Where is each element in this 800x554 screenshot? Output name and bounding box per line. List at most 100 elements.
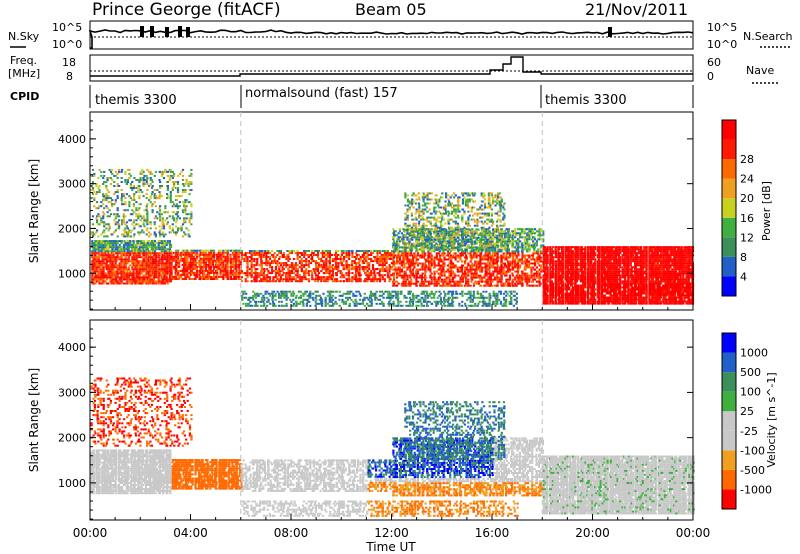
heatmap-cell [307, 264, 310, 267]
heatmap-cell [281, 268, 284, 271]
heatmap-cell [489, 282, 492, 285]
heatmap-cell [559, 282, 562, 285]
heatmap-cell [545, 284, 548, 287]
heatmap-cell [204, 255, 207, 258]
heatmap-cell [358, 260, 361, 263]
heatmap-cell [561, 254, 564, 257]
heatmap-cell [170, 278, 173, 280]
heatmap-cell [182, 265, 186, 268]
heatmap-cell [400, 268, 403, 271]
heatmap-cell [406, 268, 409, 271]
heatmap-cell [116, 280, 119, 283]
heatmap-cell [263, 250, 266, 252]
heatmap-cell [123, 254, 126, 257]
heatmap-cell [107, 260, 110, 263]
heatmap-cell [403, 264, 406, 267]
heatmap-cell [160, 252, 163, 255]
heatmap-cell [145, 256, 148, 259]
heatmap-cell [169, 250, 173, 253]
heatmap-cell [195, 253, 199, 256]
heatmap-cell [320, 260, 323, 263]
heatmap-cell [428, 268, 431, 271]
heatmap-cell [506, 240, 510, 243]
heatmap-cell [450, 234, 453, 237]
heatmap-cell [91, 256, 94, 259]
heatmap-cell [105, 250, 108, 253]
heatmap-cell [216, 257, 219, 260]
heatmap-cell [515, 270, 518, 273]
heatmap-cell [186, 267, 189, 270]
heatmap-cell [253, 250, 256, 252]
heatmap-cell [531, 246, 535, 249]
heatmap-cell [558, 256, 561, 259]
heatmap-cell [415, 268, 418, 271]
heatmap-cell [475, 280, 478, 283]
heatmap-cell [406, 278, 409, 281]
heatmap-cell [95, 280, 98, 283]
heatmap-cell [94, 240, 97, 243]
heatmap-cell [474, 280, 477, 283]
heatmap-cell [233, 263, 236, 266]
heatmap-cell [294, 270, 297, 273]
heatmap-cell [485, 252, 488, 255]
heatmap-cell [537, 248, 540, 251]
heatmap-cell [398, 272, 401, 275]
heatmap-cell [134, 256, 137, 259]
heatmap-cell [105, 266, 108, 269]
heatmap-cell [366, 252, 369, 254]
heatmap-cell [552, 300, 555, 303]
heatmap-cell [120, 240, 123, 243]
heatmap-cell [102, 252, 105, 255]
heatmap-cell [124, 252, 127, 255]
heatmap-cell [278, 256, 281, 258]
heatmap-cell [206, 249, 210, 252]
heatmap-cell [396, 242, 399, 245]
heatmap-cell [531, 232, 535, 235]
heatmap-cell [549, 300, 552, 303]
heatmap-cell [134, 254, 137, 257]
heatmap-cell [519, 234, 522, 237]
heatmap-cell [366, 264, 369, 267]
heatmap-cell [129, 274, 132, 277]
heatmap-cell [287, 254, 290, 256]
heatmap-cell [545, 282, 548, 285]
heatmap-cell [393, 264, 396, 267]
heatmap-cell [381, 256, 384, 258]
heatmap-cell [396, 238, 399, 241]
heatmap-cell [465, 246, 468, 249]
heatmap-cell [428, 246, 431, 249]
heatmap-cell [94, 248, 97, 251]
heatmap-cell [331, 264, 334, 267]
heatmap-cell [394, 270, 397, 273]
heatmap-cell [138, 246, 141, 249]
heatmap-cell [565, 278, 568, 281]
heatmap-cell [530, 280, 533, 283]
heatmap-cell [161, 268, 164, 271]
heatmap-cell [524, 276, 527, 279]
heatmap-cell [279, 278, 282, 281]
heatmap-cell [124, 276, 127, 279]
heatmap-cell [374, 276, 377, 279]
heatmap-cell [561, 286, 564, 289]
heatmap-cell [393, 278, 396, 281]
heatmap-cell [511, 238, 515, 241]
heatmap-cell [351, 268, 354, 271]
heatmap-cell [323, 252, 326, 254]
heatmap-cell [376, 272, 379, 275]
heatmap-cell [276, 260, 279, 263]
heatmap-cell [465, 266, 468, 269]
heatmap-cell [521, 260, 524, 263]
heatmap-cell [195, 249, 199, 252]
heatmap-cell [440, 260, 444, 263]
heatmap-cell [126, 252, 129, 255]
heatmap-cell [281, 278, 284, 281]
heatmap-cell [294, 280, 297, 283]
heatmap-cell [559, 302, 562, 305]
heatmap-cell [248, 274, 251, 277]
heatmap-cell [550, 270, 553, 273]
heatmap-cell [314, 272, 317, 275]
heatmap-cell [325, 254, 328, 256]
heatmap-cell [540, 264, 543, 267]
heatmap-cell [554, 290, 558, 293]
heatmap-cell [500, 250, 503, 253]
